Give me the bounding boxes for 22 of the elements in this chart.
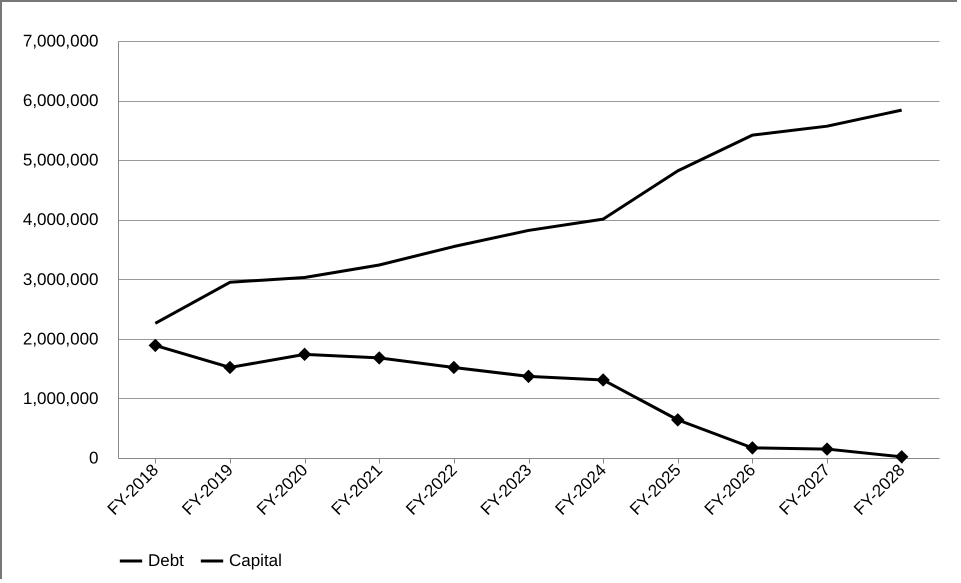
y-tick-label: 7,000,000 <box>22 32 98 50</box>
point <box>596 373 610 387</box>
point <box>223 360 237 374</box>
point <box>298 348 312 362</box>
point <box>671 413 684 427</box>
y-tick-label: 6,000,000 <box>22 91 98 110</box>
legend-label: Capital <box>229 551 282 570</box>
point <box>148 338 162 352</box>
y-tick-label: 3,000,000 <box>22 270 98 289</box>
point <box>447 360 461 374</box>
point <box>894 450 908 464</box>
y-tick-label: 1,000,000 <box>22 388 98 408</box>
point <box>522 370 536 384</box>
y-tick-label: 4,000,000 <box>22 210 98 230</box>
y-tick-label: 5,000,000 <box>22 150 98 170</box>
point <box>820 442 834 456</box>
y-tick-label: 0 <box>89 448 98 468</box>
point <box>372 351 386 365</box>
line-series <box>154 108 904 325</box>
y-tick-label: 2,000,000 <box>22 329 98 348</box>
point <box>746 441 760 455</box>
legend-label: Debt <box>148 551 184 570</box>
